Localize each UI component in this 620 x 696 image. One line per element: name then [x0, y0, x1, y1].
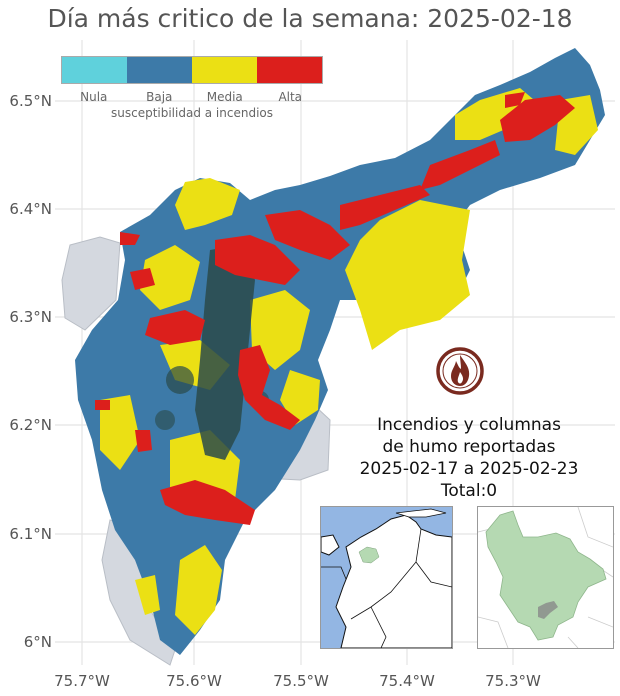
legend-swatch-alta — [257, 57, 322, 83]
lon-label: 75.3°W — [485, 672, 541, 690]
map-title: Día más critico de la semana: 2025-02-18 — [47, 4, 573, 33]
neighbor-area — [61, 236, 121, 331]
lat-label: 6.1°N — [9, 525, 52, 543]
lat-label: 6.4°N — [9, 200, 52, 218]
inset-country-svg — [321, 507, 452, 648]
lat-label: 6.2°N — [9, 416, 52, 434]
urban-area — [155, 245, 269, 460]
legend-label-media: Media — [206, 90, 243, 104]
legend-label-baja: Baja — [146, 90, 173, 104]
lat-label: 6.3°N — [9, 308, 52, 326]
legend-swatch-baja — [127, 57, 192, 83]
fires-report-line1: Incendios y columnas — [377, 415, 561, 435]
susceptibility-legend: Nula Baja Media Alta susceptibilidad a i… — [61, 56, 323, 120]
fire-badge-icon — [436, 347, 484, 395]
lon-label: 75.4°W — [379, 672, 435, 690]
legend-label-nula: Nula — [80, 90, 108, 104]
inset-study-area — [538, 601, 558, 619]
fires-report-line2: de humo reportadas — [382, 437, 556, 457]
lat-label: 6.5°N — [9, 92, 52, 110]
fires-report-range: 2025-02-17 a 2025-02-23 — [359, 459, 579, 479]
inset-department-svg — [478, 507, 613, 648]
lon-label: 75.5°W — [273, 672, 329, 690]
inset-country-map — [320, 506, 453, 649]
legend-color-bar — [61, 56, 323, 84]
legend-swatch-media — [192, 57, 257, 83]
fires-report-total: Total:0 — [440, 481, 498, 501]
legend-swatch-nula — [62, 57, 127, 83]
lat-label: 6°N — [23, 633, 52, 651]
fires-report: Incendios y columnas de humo reportadas … — [340, 414, 598, 502]
lon-label: 75.7°W — [54, 672, 110, 690]
alta-zones — [95, 92, 575, 525]
inset-department-region — [485, 510, 607, 641]
lon-label: 75.6°W — [166, 672, 222, 690]
legend-label-alta: Alta — [278, 90, 303, 104]
inset-department-map — [477, 506, 614, 649]
legend-caption: susceptibilidad a incendios — [110, 106, 273, 120]
inset-highlight-region — [358, 546, 380, 564]
